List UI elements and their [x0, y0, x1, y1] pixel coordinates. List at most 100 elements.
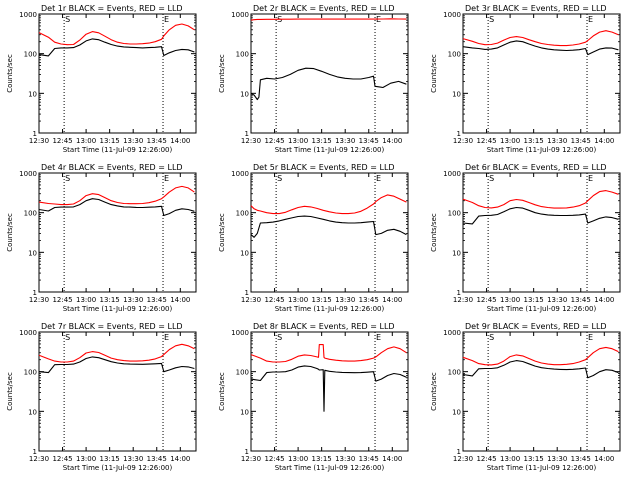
y-axis-label: Counts/sec	[218, 213, 226, 252]
marker-label-E: E	[376, 174, 381, 183]
x-axis-label: Start Time (11-Jul-09 12:26:00)	[63, 464, 173, 472]
plot-frame	[38, 13, 197, 134]
x-tick-label: 13:00	[76, 137, 96, 145]
y-tick-label: 1000	[443, 11, 461, 19]
x-tick-label: 13:00	[288, 296, 308, 304]
marker-label-S: S	[277, 333, 282, 342]
series-line-lld	[462, 30, 619, 47]
plot-frame	[462, 331, 621, 452]
x-tick-label: 14:00	[594, 296, 614, 304]
y-tick-label: 100	[448, 369, 461, 377]
x-tick-label: 13:15	[312, 455, 332, 463]
series-line-events	[462, 206, 619, 225]
x-tick-label: 14:00	[382, 296, 402, 304]
x-tick-label: 13:30	[547, 296, 567, 304]
x-axis-label: Start Time (11-Jul-09 12:26:00)	[63, 305, 173, 313]
panel-title: Det 3r BLACK = Events, RED = LLD	[465, 4, 607, 13]
y-axis-label: Counts/sec	[430, 372, 438, 411]
x-tick-label: 14:00	[170, 455, 190, 463]
x-tick-label: 13:45	[359, 296, 379, 304]
series-line-lld	[250, 194, 407, 215]
y-tick-label: 1	[33, 448, 37, 456]
series-line-events	[250, 215, 407, 238]
y-axis-label: Counts/sec	[430, 54, 438, 93]
y-tick-label: 1	[245, 448, 249, 456]
y-tick-label: 100	[236, 51, 249, 59]
marker-label-S: S	[65, 174, 70, 183]
x-tick-label: 13:30	[123, 296, 143, 304]
series-line-events	[38, 38, 195, 57]
x-tick-label: 12:30	[29, 137, 49, 145]
y-tick-label: 1000	[443, 329, 461, 337]
x-tick-label: 12:45	[52, 137, 72, 145]
marker-label-E: E	[588, 15, 593, 24]
y-tick-label: 100	[448, 210, 461, 218]
series-line-lld	[250, 344, 407, 363]
x-tick-label: 13:15	[524, 137, 544, 145]
x-tick-label: 13:30	[335, 137, 355, 145]
panel-title: Det 4r BLACK = Events, RED = LLD	[41, 163, 183, 172]
panel-title: Det 7r BLACK = Events, RED = LLD	[41, 322, 183, 331]
x-tick-label: 12:30	[29, 455, 49, 463]
plot-frame	[462, 172, 621, 293]
x-tick-label: 13:15	[100, 137, 120, 145]
marker-label-S: S	[277, 174, 282, 183]
y-axis-label: Counts/sec	[6, 213, 14, 252]
series-line-lld	[462, 346, 619, 366]
series-line-lld	[462, 190, 619, 209]
x-tick-label: 14:00	[382, 137, 402, 145]
y-axis-label: Counts/sec	[6, 372, 14, 411]
marker-label-E: E	[588, 174, 593, 183]
plot-frame	[250, 331, 409, 452]
x-tick-label: 12:45	[52, 296, 72, 304]
x-tick-label: 12:45	[476, 455, 496, 463]
panel-title: Det 9r BLACK = Events, RED = LLD	[465, 322, 607, 331]
marker-label-E: E	[376, 333, 381, 342]
x-tick-label: 13:00	[500, 137, 520, 145]
x-tick-label: 14:00	[170, 296, 190, 304]
x-tick-label: 13:45	[571, 296, 591, 304]
y-tick-label: 1	[457, 289, 461, 297]
y-tick-label: 1000	[231, 170, 249, 178]
y-tick-label: 1000	[19, 329, 37, 337]
x-tick-label: 12:45	[264, 296, 284, 304]
x-tick-label: 13:30	[123, 455, 143, 463]
x-axis-label: Start Time (11-Jul-09 12:26:00)	[63, 146, 173, 154]
x-tick-label: 13:30	[335, 296, 355, 304]
x-tick-label: 13:00	[288, 455, 308, 463]
x-tick-label: 12:45	[476, 296, 496, 304]
x-tick-label: 12:30	[241, 137, 261, 145]
y-tick-label: 1	[245, 289, 249, 297]
x-tick-label: 12:45	[264, 455, 284, 463]
panel-title: Det 1r BLACK = Events, RED = LLD	[41, 4, 183, 13]
y-tick-label: 1	[457, 130, 461, 138]
y-tick-label: 1000	[19, 11, 37, 19]
series-line-lld	[38, 23, 195, 46]
y-tick-label: 1	[33, 130, 37, 138]
plot-frame	[250, 13, 409, 134]
y-tick-label: 10	[240, 90, 249, 98]
x-tick-label: 14:00	[170, 137, 190, 145]
y-tick-label: 10	[452, 90, 461, 98]
marker-label-S: S	[65, 333, 70, 342]
y-axis-label: Counts/sec	[6, 54, 14, 93]
y-axis-label: Counts/sec	[218, 54, 226, 93]
panel-title: Det 6r BLACK = Events, RED = LLD	[465, 163, 607, 172]
y-tick-label: 1	[245, 130, 249, 138]
y-tick-label: 100	[236, 210, 249, 218]
series-line-lld	[38, 343, 195, 363]
y-tick-label: 10	[28, 90, 37, 98]
x-tick-label: 13:00	[288, 137, 308, 145]
x-tick-label: 12:45	[264, 137, 284, 145]
x-axis-label: Start Time (11-Jul-09 12:26:00)	[275, 464, 385, 472]
marker-label-E: E	[588, 333, 593, 342]
panel-title: Det 5r BLACK = Events, RED = LLD	[253, 163, 395, 172]
y-axis-label: Counts/sec	[218, 372, 226, 411]
series-line-lld	[38, 185, 195, 206]
